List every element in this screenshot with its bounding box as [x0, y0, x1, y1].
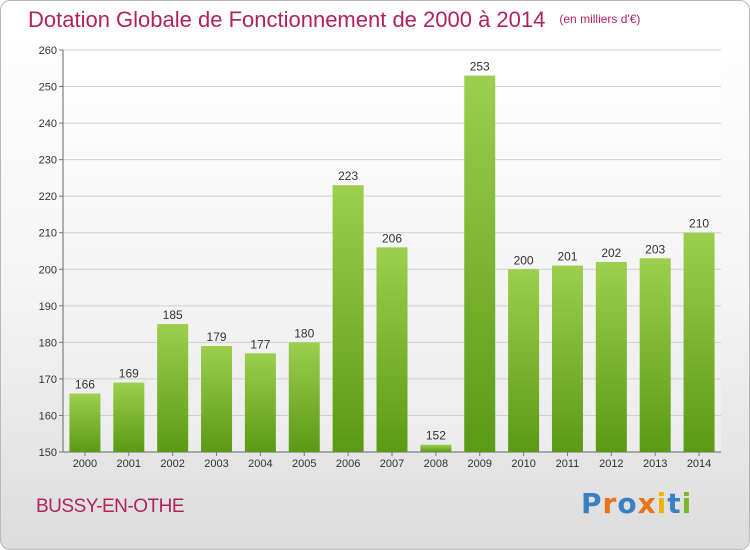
bar — [244, 353, 276, 452]
logo-letter: t — [667, 487, 682, 520]
y-tick-label: 260 — [39, 45, 57, 57]
y-tick-label: 170 — [39, 374, 57, 386]
y-tick-label: 210 — [39, 228, 57, 240]
title-text: Dotation Globale de Fonctionnement de 20… — [28, 7, 546, 32]
logo-letter: P — [581, 487, 603, 520]
y-tick-label: 200 — [39, 264, 57, 276]
logo-letter: x — [637, 487, 657, 520]
x-tick-label: 2006 — [336, 458, 360, 470]
value-label: 223 — [338, 169, 358, 183]
x-tick-label: 2000 — [73, 458, 97, 470]
value-label: 177 — [250, 337, 270, 351]
bar — [595, 261, 627, 452]
y-tick-label: 180 — [39, 337, 57, 349]
logo-letter: o — [617, 487, 638, 520]
y-tick-label: 240 — [39, 118, 57, 130]
y-tick-label: 230 — [39, 155, 57, 167]
bar — [201, 346, 233, 452]
bar — [551, 265, 583, 452]
x-tick-label: 2013 — [643, 458, 667, 470]
x-tick-label: 2009 — [467, 458, 491, 470]
logo-letter: i — [681, 487, 693, 520]
x-tick-label: 2002 — [160, 458, 184, 470]
bar — [113, 382, 145, 452]
value-label: 202 — [601, 246, 621, 260]
value-label: 179 — [207, 330, 227, 344]
x-tick-label: 2010 — [511, 458, 535, 470]
value-label: 253 — [470, 60, 490, 74]
bar — [157, 324, 189, 452]
bar — [683, 232, 715, 452]
x-tick-label: 2012 — [599, 458, 623, 470]
y-tick-label: 250 — [39, 82, 57, 94]
value-label: 152 — [426, 429, 446, 443]
x-tick-label: 2003 — [204, 458, 228, 470]
x-tick-label: 2004 — [248, 458, 272, 470]
logo-letter: r — [602, 487, 618, 520]
value-label: 180 — [294, 326, 314, 340]
logo-letter: i — [656, 487, 668, 520]
bar — [332, 185, 364, 452]
value-label: 201 — [557, 250, 577, 264]
x-tick-label: 2014 — [687, 458, 711, 470]
bar — [639, 258, 671, 452]
value-label: 206 — [382, 231, 402, 245]
bar — [288, 342, 320, 452]
unit-label: (en milliers d'€) — [559, 12, 641, 26]
value-label: 203 — [645, 242, 665, 256]
y-tick-label: 160 — [39, 410, 57, 422]
y-tick-label: 220 — [39, 191, 57, 203]
y-tick-label: 190 — [39, 301, 57, 313]
value-label: 185 — [163, 308, 183, 322]
x-tick-label: 2005 — [292, 458, 316, 470]
x-tick-label: 2011 — [556, 458, 580, 470]
bar — [69, 393, 101, 452]
bar — [508, 269, 540, 452]
value-label: 166 — [75, 378, 95, 392]
value-label: 200 — [514, 253, 534, 267]
x-tick-label: 2007 — [380, 458, 404, 470]
bar — [376, 247, 408, 452]
value-label: 210 — [689, 217, 709, 231]
x-tick-label: 2001 — [117, 458, 141, 470]
proxiti-logo: Proxiti — [581, 487, 692, 520]
value-label: 169 — [119, 367, 139, 381]
bar — [464, 75, 496, 452]
x-tick-label: 2008 — [424, 458, 448, 470]
chart-title: Dotation Globale de Fonctionnement de 20… — [28, 7, 640, 33]
place-name: BUSSY-EN-OTHE — [36, 496, 185, 517]
bar — [420, 444, 452, 452]
y-tick-label: 150 — [39, 447, 57, 459]
